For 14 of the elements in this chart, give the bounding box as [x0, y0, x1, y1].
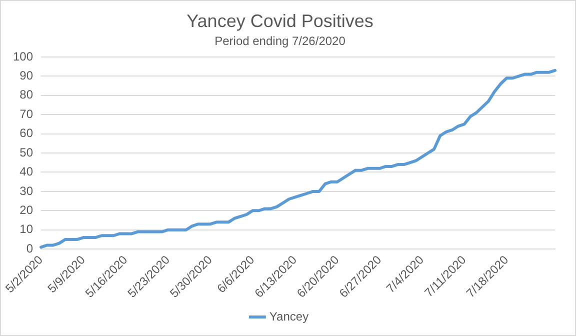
y-tick-label: 0 — [26, 241, 34, 256]
y-tick-label: 40 — [20, 164, 34, 179]
chart-title: Yancey Covid Positives — [186, 10, 374, 31]
y-tick-label: 70 — [20, 106, 34, 121]
chart-subtitle: Period ending 7/26/2020 — [214, 34, 346, 48]
legend-label: Yancey — [269, 309, 309, 324]
y-tick-label: 30 — [20, 184, 34, 198]
y-tick-label: 80 — [20, 88, 34, 102]
y-tick-label: 50 — [20, 145, 34, 160]
y-tick-label: 90 — [20, 68, 34, 83]
y-tick-label: 10 — [20, 222, 34, 236]
y-tick-label: 20 — [20, 202, 34, 217]
y-tick-label: 100 — [12, 49, 34, 64]
y-tick-label: 60 — [20, 126, 34, 140]
